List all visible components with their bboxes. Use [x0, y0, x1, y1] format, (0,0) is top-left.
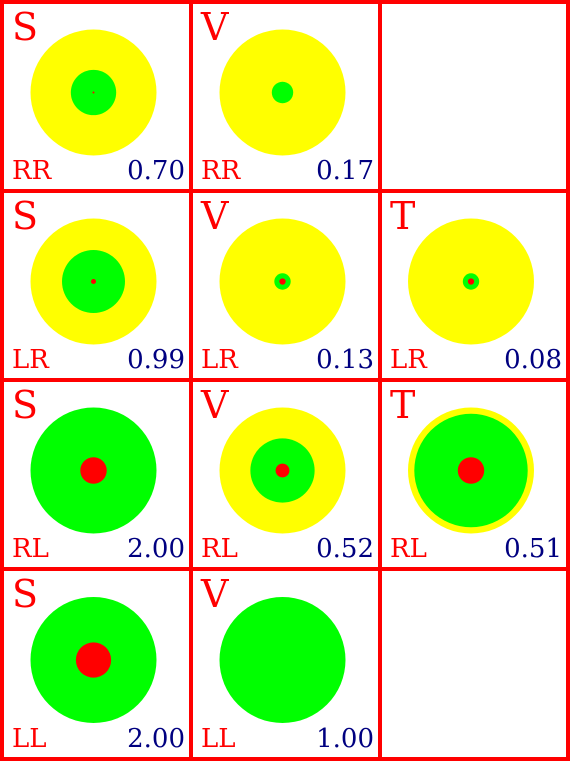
- pair-label: RR: [201, 156, 241, 186]
- cell-rr-v: V RR 0.17: [189, 0, 382, 193]
- type-letter: V: [201, 572, 229, 616]
- red-ring: [90, 278, 97, 285]
- type-letter: V: [201, 5, 229, 49]
- red-ring: [279, 278, 286, 285]
- pair-label: LL: [12, 724, 47, 754]
- type-letter: S: [12, 572, 39, 616]
- pair-label: LR: [201, 345, 238, 375]
- value-label: 0.51: [504, 534, 562, 564]
- cell-lr-v: V LR 0.13: [189, 189, 382, 382]
- value-label: 0.13: [316, 345, 374, 375]
- value-label: 2.00: [127, 534, 185, 564]
- value-label: 0.70: [127, 156, 185, 186]
- disc: [30, 407, 157, 534]
- red-ring: [80, 457, 107, 484]
- pair-label: LL: [201, 724, 236, 754]
- disc: [408, 218, 534, 345]
- pair-label: RR: [12, 156, 52, 186]
- disc: [408, 407, 534, 534]
- green-ring: [271, 81, 294, 104]
- pair-label: RL: [201, 534, 238, 564]
- type-letter: T: [390, 383, 416, 427]
- type-letter: S: [12, 194, 39, 238]
- pair-label: RL: [12, 534, 49, 564]
- type-letter: S: [12, 383, 39, 427]
- type-letter: S: [12, 5, 39, 49]
- empty-cell: [378, 567, 570, 761]
- disc: [219, 29, 346, 156]
- type-letter: V: [201, 383, 229, 427]
- pair-label: RL: [390, 534, 427, 564]
- cell-rl-s: S RL 2.00: [0, 378, 193, 571]
- type-letter: V: [201, 194, 229, 238]
- pair-label: LR: [390, 345, 427, 375]
- value-label: 2.00: [127, 724, 185, 754]
- disc: [219, 407, 346, 534]
- value-label: 1.00: [316, 724, 374, 754]
- disc: [30, 29, 157, 156]
- value-label: 0.08: [504, 345, 562, 375]
- disc: [30, 597, 157, 723]
- disc: [219, 597, 346, 723]
- cell-lr-s: S LR 0.99: [0, 189, 193, 382]
- cell-ll-s: S LL 2.00: [0, 567, 193, 761]
- red-ring: [467, 278, 475, 285]
- cell-rl-t: T RL 0.51: [378, 378, 570, 571]
- value-label: 0.17: [316, 156, 374, 186]
- cell-ll-v: V LL 1.00: [189, 567, 382, 761]
- cell-lr-t: T LR 0.08: [378, 189, 570, 382]
- green-ring: [219, 597, 346, 723]
- cell-rl-v: V RL 0.52: [189, 378, 382, 571]
- value-label: 0.52: [316, 534, 374, 564]
- red-ring: [457, 457, 485, 484]
- cell-rr-s: S RR 0.70: [0, 0, 193, 193]
- type-letter: T: [390, 194, 416, 238]
- pair-label: LR: [12, 345, 49, 375]
- empty-cell: [378, 0, 570, 193]
- red-ring: [275, 463, 290, 478]
- red-ring: [92, 91, 95, 94]
- disc: [219, 218, 346, 345]
- disc: [30, 218, 157, 345]
- red-ring: [75, 642, 112, 678]
- value-label: 0.99: [127, 345, 185, 375]
